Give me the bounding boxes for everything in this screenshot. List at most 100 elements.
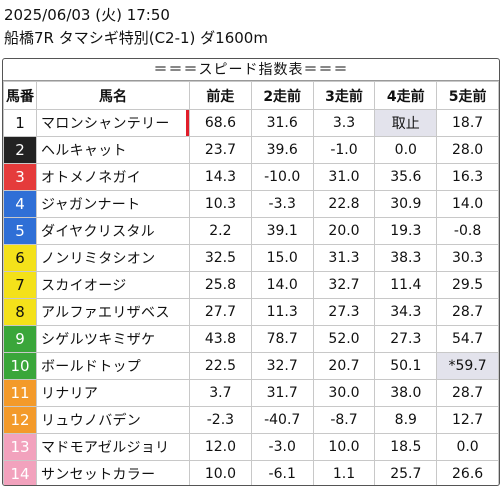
col-header-2back: 2走前 <box>250 81 314 110</box>
table-row: 9 シゲルツキミザケ 43.8 78.7 52.0 27.3 54.7 <box>3 325 499 353</box>
table-row: 3 オトメノネガイ 14.3 -10.0 31.0 35.6 16.3 <box>3 163 499 191</box>
col-header-last: 前走 <box>189 81 252 110</box>
speed-index-cell: -40.7 <box>250 406 314 434</box>
table-row: 10 ボールドトップ 22.5 32.7 20.7 50.1 *59.7 <box>3 352 499 380</box>
horse-name: リナリア <box>36 379 190 407</box>
race-name: 船橋7R タマシギ特別(C2-1) ダ1600m <box>4 29 268 47</box>
horse-name: スカイオージ <box>36 271 190 299</box>
horse-number: 4 <box>3 190 37 218</box>
horse-number: 9 <box>3 325 37 353</box>
horse-name: ボールドトップ <box>36 352 190 380</box>
speed-index-cell: 28.7 <box>436 379 499 407</box>
speed-index-cell: 39.6 <box>250 136 314 164</box>
col-header-name: 馬名 <box>36 81 190 110</box>
speed-index-cell: 22.5 <box>189 352 252 380</box>
horse-number: 8 <box>3 298 37 326</box>
table-row: 13 マドモアゼルジョリ 12.0 -3.0 10.0 18.5 0.0 <box>3 433 499 461</box>
speed-index-cell: 11.3 <box>250 298 314 326</box>
horse-number: 2 <box>3 136 37 164</box>
table-row: 5 ダイヤクリスタル 2.2 39.1 20.0 19.3 -0.8 <box>3 217 499 245</box>
speed-index-cell: -3.0 <box>250 433 314 461</box>
horse-number: 13 <box>3 433 37 461</box>
speed-index-cell: 3.3 <box>312 109 376 137</box>
speed-index-cell: 18.5 <box>374 433 438 461</box>
speed-index-cell: 22.8 <box>312 190 376 218</box>
horse-name: オトメノネガイ <box>36 163 190 191</box>
speed-index-cell: 10.0 <box>189 460 252 485</box>
table-row: 4 ジャガンナート 10.3 -3.3 22.8 30.9 14.0 <box>3 190 499 218</box>
race-datetime: 2025/06/03 (火) 17:50 <box>4 6 170 24</box>
speed-index-cell: 20.7 <box>312 352 376 380</box>
speed-index-cell: 31.7 <box>250 379 314 407</box>
speed-index-cell: 38.0 <box>374 379 438 407</box>
speed-index-cell: 32.7 <box>250 352 314 380</box>
speed-index-cell: 50.1 <box>374 352 438 380</box>
speed-index-cell: 68.6 <box>189 109 252 137</box>
speed-index-cell: -0.8 <box>436 217 499 245</box>
speed-index-cell: 25.7 <box>374 460 438 485</box>
speed-index-cell: -8.7 <box>312 406 376 434</box>
speed-index-cell: 26.6 <box>436 460 499 485</box>
speed-index-cell: 14.3 <box>189 163 252 191</box>
horse-number: 1 <box>3 109 37 137</box>
speed-index-cell: 35.6 <box>374 163 438 191</box>
table-row: 12 リュウノバデン -2.3 -40.7 -8.7 8.9 12.7 <box>3 406 499 434</box>
speed-index-cell: 38.3 <box>374 244 438 272</box>
horse-name: シゲルツキミザケ <box>36 325 190 353</box>
speed-index-table: 馬番 馬名 前走 2走前 3走前 4走前 5走前 1 マロンシャンテリー 68.6 3… <box>3 81 499 485</box>
horse-name: ノンリミタシオン <box>36 244 190 272</box>
speed-index-cell: 3.7 <box>189 379 252 407</box>
table-row: 2 ヘルキャット 23.7 39.6 -1.0 0.0 28.0 <box>3 136 499 164</box>
horse-name: マドモアゼルジョリ <box>36 433 190 461</box>
speed-index-cell: 15.0 <box>250 244 314 272</box>
col-header-number: 馬番 <box>3 81 37 110</box>
horse-name: ヘルキャット <box>36 136 190 164</box>
speed-index-cell: 43.8 <box>189 325 252 353</box>
speed-index-cell: 12.0 <box>189 433 252 461</box>
horse-name: マロンシャンテリー <box>36 109 190 137</box>
speed-index-cell: 10.3 <box>189 190 252 218</box>
horse-name: ダイヤクリスタル <box>36 217 190 245</box>
col-header-4back: 4走前 <box>374 81 438 110</box>
speed-index-cell: 30.9 <box>374 190 438 218</box>
speed-index-cell: 39.1 <box>250 217 314 245</box>
speed-index-cell: 27.3 <box>374 325 438 353</box>
speed-index-cell: 31.6 <box>250 109 314 137</box>
speed-index-cell: 29.5 <box>436 271 499 299</box>
table-row: 8 アルファエリザベス 27.7 11.3 27.3 34.3 28.7 <box>3 298 499 326</box>
speed-index-cell: 取止 <box>374 109 438 137</box>
horse-number: 5 <box>3 217 37 245</box>
col-header-3back: 3走前 <box>312 81 376 110</box>
speed-index-cell: 16.3 <box>436 163 499 191</box>
speed-index-cell: 28.7 <box>436 298 499 326</box>
table-row: 14 サンセットカラー 10.0 -6.1 1.1 25.7 26.6 <box>3 460 499 485</box>
speed-index-cell: 28.0 <box>436 136 499 164</box>
speed-index-cell: 18.7 <box>436 109 499 137</box>
table-header-row: 馬番 馬名 前走 2走前 3走前 4走前 5走前 <box>3 81 499 110</box>
speed-index-cell: 19.3 <box>374 217 438 245</box>
horse-number: 12 <box>3 406 37 434</box>
speed-index-cell: 32.5 <box>189 244 252 272</box>
speed-index-cell: -1.0 <box>312 136 376 164</box>
speed-index-cell: -10.0 <box>250 163 314 191</box>
horse-number: 11 <box>3 379 37 407</box>
horse-name: サンセットカラー <box>36 460 190 485</box>
table-row: 1 マロンシャンテリー 68.6 31.6 3.3 取止 18.7 <box>3 109 499 137</box>
speed-index-cell: 1.1 <box>312 460 376 485</box>
speed-index-cell: 14.0 <box>436 190 499 218</box>
speed-index-cell: 10.0 <box>312 433 376 461</box>
horse-number: 6 <box>3 244 37 272</box>
speed-index-cell: 78.7 <box>250 325 314 353</box>
speed-index-cell: 14.0 <box>250 271 314 299</box>
speed-index-cell: 20.0 <box>312 217 376 245</box>
speed-index-cell: 2.2 <box>189 217 252 245</box>
horse-name: アルファエリザベス <box>36 298 190 326</box>
horse-number: 3 <box>3 163 37 191</box>
speed-index-cell: 27.7 <box>189 298 252 326</box>
speed-index-cell: 31.0 <box>312 163 376 191</box>
speed-index-cell: -6.1 <box>250 460 314 485</box>
speed-index-cell: 30.0 <box>312 379 376 407</box>
speed-index-cell: 32.7 <box>312 271 376 299</box>
horse-number: 7 <box>3 271 37 299</box>
table-row: 7 スカイオージ 25.8 14.0 32.7 11.4 29.5 <box>3 271 499 299</box>
